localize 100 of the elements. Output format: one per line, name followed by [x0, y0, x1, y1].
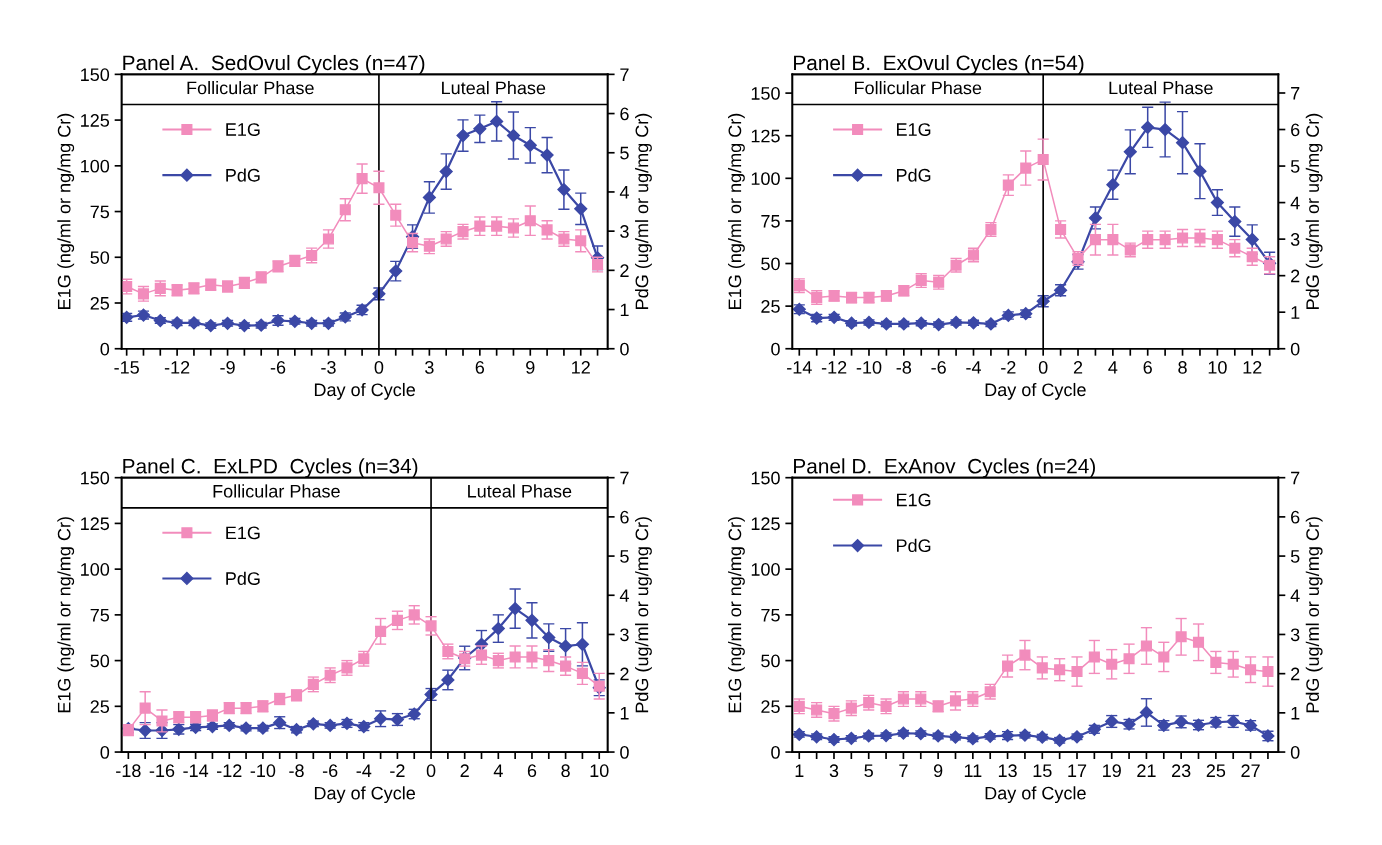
x-axis-title: Day of Cycle	[985, 382, 1086, 400]
y-axis-title: E1G (ng/ml or ng/mg Cr)	[728, 517, 745, 713]
legend-label: PdG	[897, 168, 931, 182]
chart-title: Panel D. ExAnov Cycles (n=24)	[794, 458, 1095, 478]
legend-label: E1G	[897, 493, 931, 507]
y2-tick-label: 0	[1290, 342, 1300, 356]
annotation: Follicular Phase	[855, 81, 982, 95]
chart-title: Panel A. SedOvul Cycles (n=47)	[123, 54, 425, 75]
y-axis-title: E1G (ng/ml or ng/mg Cr)	[57, 113, 75, 309]
y2-tick-label: 0	[620, 342, 629, 356]
x-tick-label: 8	[1178, 361, 1187, 374]
x-tick-label: 6	[475, 361, 485, 374]
x-tick-label: -6	[931, 361, 946, 374]
y2-axis-title: PdG (ug/ml or ug/mg Cr)	[1305, 113, 1323, 309]
y-tick-label: 75	[761, 215, 780, 228]
y-tick-label: 50	[90, 654, 110, 668]
y2-tick-label: 1	[1291, 306, 1300, 319]
x-tick-label: 13	[998, 764, 1017, 778]
y2-tick-label: 5	[1290, 550, 1300, 563]
y2-tick-label: 7	[620, 471, 629, 485]
y2-tick-label: 4	[619, 186, 629, 199]
x-tick-label: 10	[590, 764, 609, 778]
y2-tick-label: 4	[619, 589, 629, 602]
y2-tick-label: 2	[1291, 667, 1300, 681]
x-tick-label: 23	[1172, 764, 1191, 778]
y-tick-label: 0	[100, 745, 110, 759]
y-tick-label: 25	[761, 300, 780, 313]
x-tick-label: 0	[374, 361, 384, 374]
y2-axis-title: PdG (ug/ml or ug/mg Cr)	[635, 113, 652, 309]
y-tick-label: 75	[90, 205, 110, 219]
y-tick-label: 150	[751, 87, 780, 100]
x-tick-label: -18	[116, 764, 141, 778]
y2-tick-label: 3	[620, 628, 629, 642]
y-tick-label: 150	[81, 471, 110, 485]
x-tick-label: 15	[1033, 764, 1052, 778]
y2-tick-label: 3	[1290, 628, 1300, 642]
y2-tick-label: 5	[1290, 160, 1300, 173]
x-tick-label: 0	[426, 764, 436, 778]
y-tick-label: 50	[90, 251, 110, 264]
y-tick-label: 125	[81, 517, 110, 531]
y-tick-label: 75	[90, 608, 110, 622]
y2-tick-label: 2	[620, 667, 629, 681]
y2-tick-label: 5	[620, 146, 629, 160]
x-tick-label: -12	[217, 764, 242, 777]
x-tick-label: 5	[864, 764, 873, 778]
y-axis-title: E1G (ng/ml or ng/mg Cr)	[728, 113, 745, 309]
y-tick-label: 125	[751, 129, 780, 143]
x-tick-label: -10	[856, 361, 882, 374]
x-tick-label: 17	[1068, 764, 1087, 777]
x-tick-label: 6	[1143, 361, 1152, 374]
y2-tick-label: 5	[620, 550, 629, 563]
x-tick-label: 7	[899, 764, 908, 777]
x-tick-label: -8	[896, 361, 912, 374]
legend-label: PdG	[226, 168, 260, 182]
y-tick-label: 25	[761, 700, 780, 714]
y-tick-label: 50	[761, 257, 780, 271]
annotation: Follicular Phase	[187, 81, 314, 95]
x-tick-label: -6	[322, 764, 338, 778]
x-tick-label: -14	[787, 361, 812, 374]
x-tick-label: 19	[1103, 764, 1121, 778]
y2-tick-label: 3	[620, 225, 629, 238]
x-tick-label: 2	[1073, 361, 1083, 374]
y2-tick-label: 0	[620, 745, 629, 759]
y-axis-title: E1G (ng/ml or ng/mg Cr)	[57, 517, 75, 713]
x-tick-label: -12	[821, 361, 847, 374]
y2-tick-label: 1	[620, 303, 629, 317]
y-tick-label: 150	[751, 471, 780, 485]
y2-tick-label: 6	[1291, 123, 1300, 137]
x-tick-label: 8	[561, 764, 570, 778]
x-tick-label: -8	[289, 764, 304, 778]
x-tick-label: 12	[1243, 361, 1262, 374]
legend-label: E1G	[897, 123, 931, 136]
y-tick-label: 125	[81, 114, 110, 127]
x-tick-label: -15	[114, 361, 139, 374]
y-tick-label: 25	[90, 700, 110, 714]
x-tick-label: -10	[250, 764, 276, 778]
y2-tick-label: 2	[1291, 269, 1300, 283]
annotation: Luteal Phase	[1109, 81, 1213, 95]
x-tick-label: 3	[425, 361, 434, 374]
legend-label: E1G	[226, 526, 260, 540]
y2-tick-label: 7	[1291, 471, 1300, 485]
y-tick-label: 0	[100, 342, 110, 356]
x-tick-label: -14	[183, 764, 209, 777]
x-tick-label: 11	[964, 764, 982, 777]
x-tick-label: -4	[966, 361, 981, 374]
chart-title: Panel C. ExLPD Cycles (n=34)	[123, 458, 418, 478]
x-tick-label: -6	[270, 361, 286, 374]
x-tick-label: 4	[493, 764, 503, 777]
y2-tick-label: 6	[620, 510, 629, 524]
y2-tick-label: 6	[1291, 510, 1300, 524]
annotation: Luteal Phase	[468, 484, 572, 498]
x-tick-label: 2	[460, 764, 469, 777]
y2-tick-label: 6	[620, 107, 629, 121]
legend-label: PdG	[226, 571, 260, 585]
legend-label: PdG	[897, 538, 931, 553]
chart-title: Panel B. ExOvul Cycles (n=54)	[794, 54, 1084, 75]
y-tick-label: 100	[751, 563, 780, 576]
x-tick-label: 21	[1137, 764, 1156, 777]
y2-tick-label: 0	[1290, 745, 1300, 759]
x-tick-label: 25	[1206, 764, 1226, 778]
